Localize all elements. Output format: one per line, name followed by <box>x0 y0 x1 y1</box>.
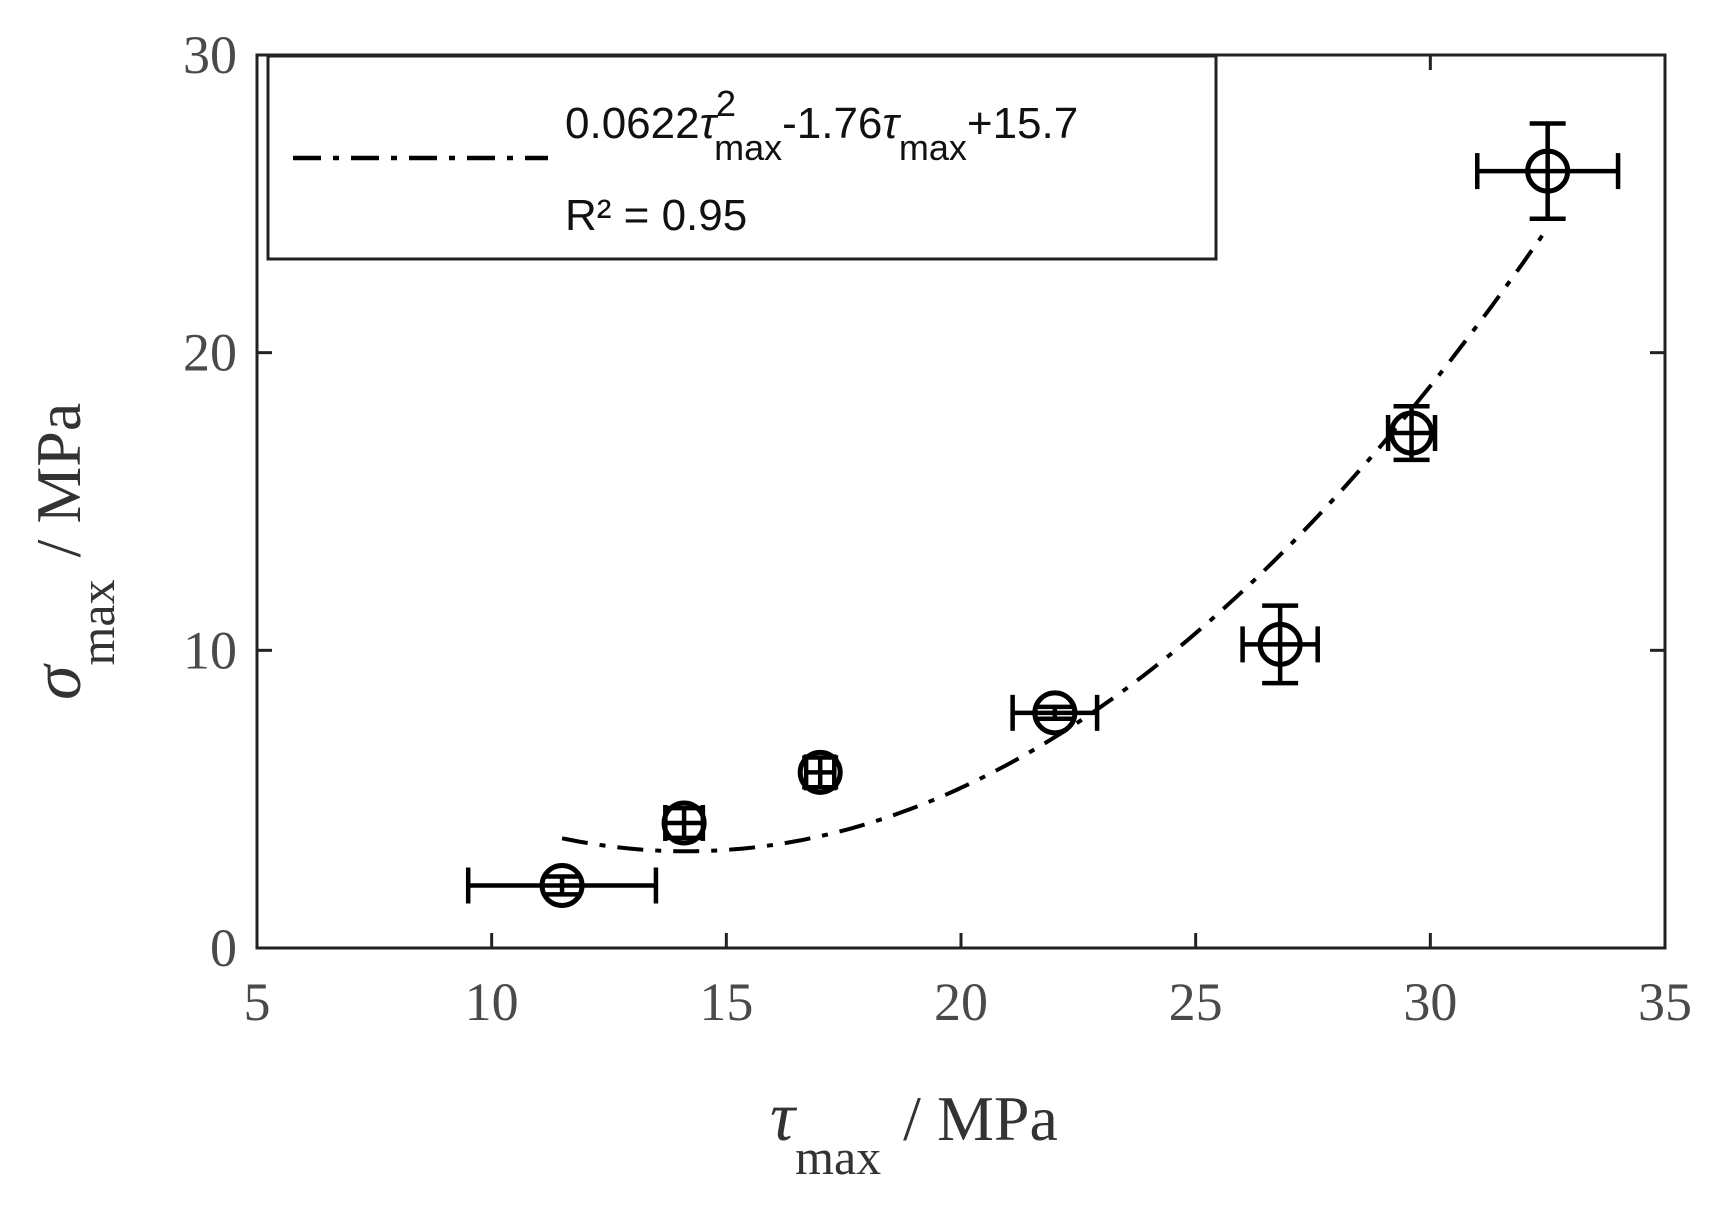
x-tick-label-25: 25 <box>1169 972 1223 1032</box>
x-tick-label-15: 15 <box>699 972 753 1032</box>
data-point-4 <box>1010 690 1100 736</box>
legend-r2-label: R² = 0.95 <box>565 191 747 240</box>
data-point-5 <box>1240 603 1320 686</box>
legend-fit-sup: 2 <box>716 83 736 124</box>
data-marker <box>797 749 843 795</box>
legend-fit-tau-1: τ <box>700 99 719 148</box>
data-point-1 <box>465 862 659 908</box>
legend-fit-label: 0.0622τ2 max-1.76τmax+15.7 <box>565 83 1078 168</box>
legend-fit-coef-b: -1.76 <box>782 99 882 148</box>
data-point-7 <box>1475 121 1621 221</box>
data-marker <box>1389 410 1435 456</box>
x-axis-symbol: τ <box>770 1079 798 1156</box>
y-axis-unit: / MPa <box>23 403 94 558</box>
x-axis-subscript: max <box>795 1129 881 1185</box>
data-marker <box>661 800 707 846</box>
legend-fit-coef-c: +15.7 <box>967 99 1078 148</box>
data-marker <box>1525 148 1571 194</box>
y-tick-label-20: 20 <box>183 323 237 383</box>
x-tick-label-35: 35 <box>1638 972 1692 1032</box>
legend-fit-sub-1: max <box>714 127 782 168</box>
fit-curve <box>561 226 1550 854</box>
data-marker <box>1257 621 1303 667</box>
y-axis-subscript: max <box>69 579 125 665</box>
y-axis-title: σmax / MPa <box>19 403 125 700</box>
data-point-6 <box>1385 403 1438 463</box>
y-axis-symbol: σ <box>19 663 96 700</box>
y-tick-label-30: 30 <box>183 25 237 85</box>
x-tick-label-10: 10 <box>465 972 519 1032</box>
legend-fit-sub-2: max <box>899 127 967 168</box>
x-tick-label-20: 20 <box>934 972 988 1032</box>
x-axis-unit: / MPa <box>903 1083 1058 1154</box>
fit-curve-layer <box>561 226 1550 854</box>
legend-fit-coef-a: 0.0622 <box>565 99 700 148</box>
data-points-layer <box>465 121 1621 908</box>
data-point-2 <box>661 800 707 846</box>
data-marker <box>539 862 585 908</box>
x-tick-label-5: 5 <box>244 972 271 1032</box>
data-marker <box>1032 690 1078 736</box>
data-point-3 <box>797 749 843 795</box>
legend-fit-tau-2: τ <box>882 99 901 148</box>
y-tick-label-10: 10 <box>183 620 237 680</box>
x-tick-label-30: 30 <box>1403 972 1457 1032</box>
x-axis-title: τmax / MPa <box>770 1079 1058 1185</box>
y-tick-label-0: 0 <box>210 918 237 978</box>
legend: 0.0622τ2 max-1.76τmax+15.7 R² = 0.95 <box>266 54 1218 261</box>
